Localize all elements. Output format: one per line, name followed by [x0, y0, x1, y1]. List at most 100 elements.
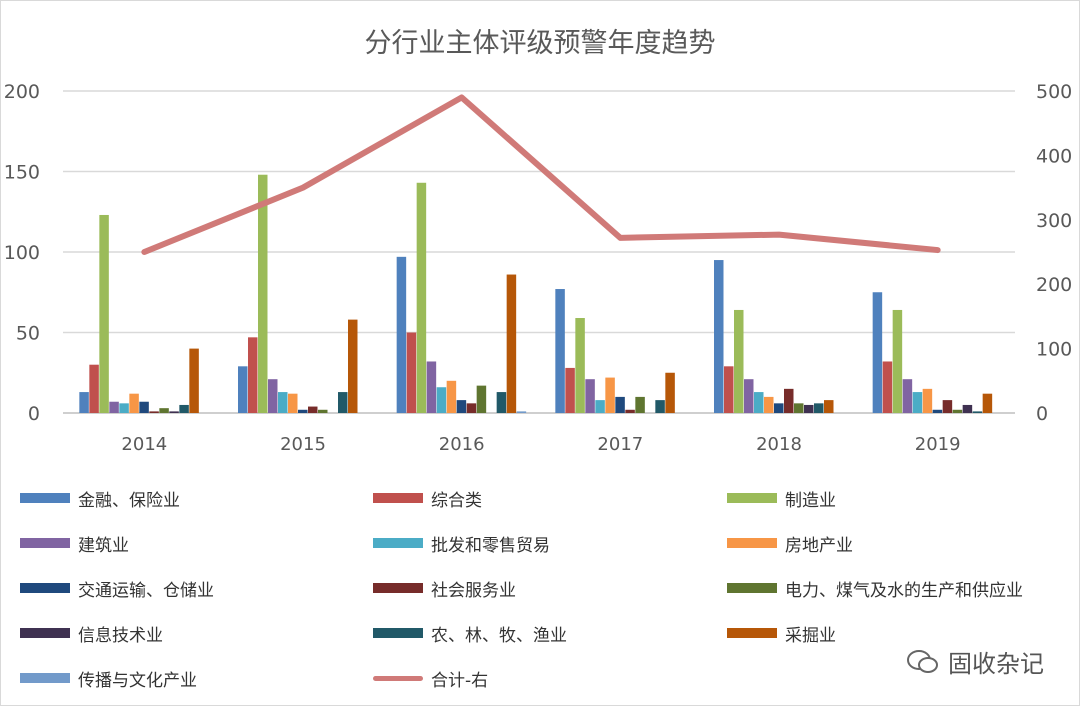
- bar: [79, 392, 89, 413]
- bar: [238, 366, 248, 413]
- legend-swatch: [20, 493, 70, 503]
- legend-swatch: [373, 628, 423, 638]
- bar: [308, 406, 318, 413]
- legend-label: 采掘业: [785, 625, 836, 646]
- bar: [942, 400, 953, 413]
- y-right-tick-label: 200: [1036, 274, 1072, 296]
- bar: [764, 396, 774, 413]
- chart-title: 分行业主体评级预警年度趋势: [365, 28, 716, 59]
- bar: [396, 256, 407, 413]
- legend-swatch: [20, 673, 70, 683]
- y-right-tick-label: 400: [1036, 145, 1072, 167]
- bar: [814, 403, 824, 413]
- bar: [159, 408, 169, 413]
- bar: [456, 400, 467, 413]
- bar: [446, 380, 457, 413]
- y-right-tick-label: 0: [1036, 403, 1048, 425]
- y-left-tick-label: 100: [4, 242, 40, 264]
- bar: [724, 366, 734, 413]
- legend-label: 传播与文化产业: [78, 670, 197, 691]
- bar: [318, 409, 328, 413]
- bar: [982, 393, 993, 413]
- bar: [406, 332, 417, 413]
- legend-swatch: [727, 493, 777, 503]
- y-right-tick-label: 300: [1036, 210, 1072, 232]
- bar: [892, 309, 903, 413]
- bar: [932, 409, 943, 413]
- x-tick-label: 2014: [121, 434, 167, 455]
- bar: [665, 372, 675, 413]
- bar: [952, 409, 963, 413]
- legend-label: 电力、煤气及水的生产和供应业: [785, 580, 1023, 601]
- bar: [506, 274, 517, 413]
- legend-item: 电力、煤气及水的生产和供应业: [727, 576, 1023, 601]
- legend-label: 合计-右: [431, 670, 489, 691]
- legend-label: 信息技术业: [78, 625, 163, 646]
- bar: [278, 392, 288, 413]
- legend-swatch: [20, 538, 70, 548]
- legend-item: 建筑业: [20, 531, 129, 556]
- x-tick-label: 2015: [280, 434, 326, 455]
- bar: [962, 404, 973, 413]
- bar: [784, 388, 794, 413]
- bar: [258, 174, 268, 413]
- bar: [625, 409, 635, 413]
- bar: [902, 379, 913, 413]
- legend-label: 农、林、牧、渔业: [431, 625, 567, 646]
- bar: [288, 393, 298, 413]
- legend-item: 制造业: [727, 486, 836, 511]
- legend-label: 综合类: [431, 490, 482, 511]
- legend-item: 合计-右: [373, 666, 489, 691]
- bar: [575, 318, 585, 413]
- y-left-tick-label: 150: [4, 162, 40, 184]
- bar: [824, 400, 834, 413]
- bar: [416, 182, 427, 413]
- bar: [734, 309, 744, 413]
- legend-item: 农、林、牧、渔业: [373, 621, 567, 646]
- bar: [139, 401, 149, 413]
- legend-swatch: [373, 493, 423, 503]
- legend-item: 综合类: [373, 486, 482, 511]
- bar: [426, 361, 437, 413]
- bar: [466, 403, 477, 413]
- bar: [89, 364, 99, 413]
- bar: [109, 401, 119, 413]
- legend-label: 交通运输、仓储业: [78, 580, 214, 601]
- y-right-tick-label: 100: [1036, 339, 1072, 361]
- bar: [298, 409, 308, 413]
- bar: [169, 411, 179, 413]
- legend-label: 制造业: [785, 490, 836, 511]
- bar: [754, 392, 764, 413]
- legend-label: 房地产业: [785, 535, 853, 556]
- bar: [179, 404, 189, 413]
- bar: [476, 385, 487, 413]
- bar: [248, 337, 258, 413]
- bar: [565, 367, 575, 413]
- x-tick-label: 2017: [597, 434, 643, 455]
- legend-swatch: [373, 538, 423, 548]
- bar: [99, 214, 109, 413]
- bar: [922, 388, 933, 413]
- bar: [189, 348, 199, 413]
- bar: [436, 387, 447, 413]
- legend-label: 建筑业: [78, 535, 129, 556]
- bar: [794, 403, 804, 413]
- legend-label: 金融、保险业: [78, 490, 180, 511]
- legend-swatch: [727, 583, 777, 593]
- bar: [912, 392, 923, 413]
- legend-item: 房地产业: [727, 531, 853, 556]
- legend-swatch: [373, 675, 423, 681]
- y-left-tick-label: 0: [28, 403, 40, 425]
- legend-item: 社会服务业: [373, 576, 516, 601]
- bar: [555, 289, 565, 413]
- y-left-tick-label: 50: [16, 323, 40, 345]
- bar: [872, 292, 883, 413]
- bar: [338, 392, 348, 413]
- wechat-icon: [907, 649, 938, 673]
- bar: [605, 377, 615, 413]
- bar: [129, 393, 139, 413]
- bar: [516, 411, 527, 413]
- bar: [972, 411, 983, 413]
- legend-swatch: [727, 628, 777, 638]
